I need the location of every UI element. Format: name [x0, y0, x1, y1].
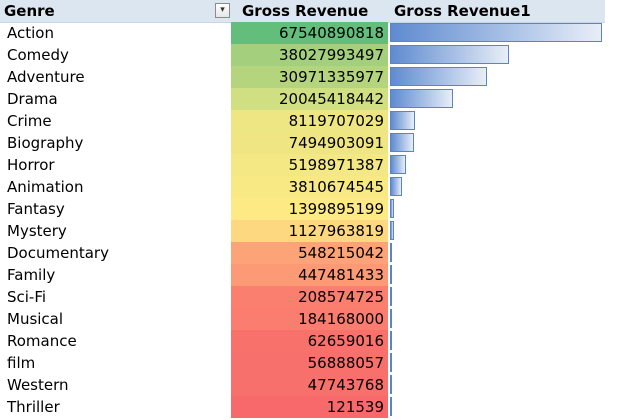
gross-revenue-cell[interactable]: 184168000	[231, 308, 388, 330]
genre-cell[interactable]: film	[7, 354, 36, 372]
data-bar	[390, 133, 414, 152]
gross-revenue-cell[interactable]: 67540890818	[231, 22, 388, 44]
gross-revenue-cell[interactable]: 20045418442	[231, 88, 388, 110]
genre-cell[interactable]: Biography	[7, 134, 84, 152]
gross-revenue-cell[interactable]: 208574725	[231, 286, 388, 308]
data-bar	[390, 45, 509, 64]
gross-revenue1-cell[interactable]	[388, 198, 605, 220]
table-row: Documentary 548215042	[0, 242, 605, 264]
genre-cell[interactable]: Western	[7, 376, 69, 394]
gross-revenue1-cell[interactable]	[388, 176, 605, 198]
data-bar	[390, 353, 392, 372]
data-bar	[390, 23, 602, 42]
data-bar	[390, 243, 392, 262]
data-bar	[390, 67, 487, 86]
gross-revenue1-cell[interactable]	[388, 110, 605, 132]
genre-cell[interactable]: Documentary	[7, 244, 109, 262]
gross-revenue-cell[interactable]: 5198971387	[231, 154, 388, 176]
data-bar	[390, 287, 392, 306]
gross-revenue-cell[interactable]: 30971335977	[231, 66, 388, 88]
gross-revenue1-cell[interactable]	[388, 22, 605, 44]
table-row: Family 447481433	[0, 264, 605, 286]
gross-revenue1-cell[interactable]	[388, 330, 605, 352]
genre-cell[interactable]: Sci-Fi	[7, 288, 47, 306]
gross-revenue1-cell[interactable]	[388, 374, 605, 396]
header-gross-revenue[interactable]: Gross Revenue	[242, 2, 369, 20]
gross-revenue-cell[interactable]: 121539	[231, 396, 388, 418]
data-bar	[390, 309, 392, 328]
gross-revenue1-cell[interactable]	[388, 264, 605, 286]
data-bar	[390, 331, 392, 350]
table-row: film 56888057	[0, 352, 605, 374]
genre-cell[interactable]: Crime	[7, 112, 52, 130]
header-gross-revenue1[interactable]: Gross Revenue1	[394, 2, 531, 20]
table-row: Sci-Fi 208574725	[0, 286, 605, 308]
genre-cell[interactable]: Mystery	[7, 222, 67, 240]
table-row: Western 47743768	[0, 374, 605, 396]
data-bar	[390, 375, 392, 394]
genre-cell[interactable]: Animation	[7, 178, 84, 196]
table-row: Romance 62659016	[0, 330, 605, 352]
filter-dropdown-icon[interactable]: ▾	[215, 3, 230, 18]
genre-cell[interactable]: Comedy	[7, 46, 69, 64]
genre-cell[interactable]: Musical	[7, 310, 64, 328]
gross-revenue1-cell[interactable]	[388, 352, 605, 374]
gross-revenue1-cell[interactable]	[388, 396, 605, 418]
gross-revenue1-cell[interactable]	[388, 66, 605, 88]
gross-revenue-cell[interactable]: 62659016	[231, 330, 388, 352]
table-row: Action 67540890818	[0, 22, 605, 44]
table-row: Thriller 121539	[0, 396, 605, 418]
genre-cell[interactable]: Action	[7, 24, 54, 42]
data-bar	[390, 397, 392, 416]
table-row: Comedy 38027993497	[0, 44, 605, 66]
data-bar	[390, 155, 406, 174]
data-bar	[390, 89, 453, 108]
table-row: Animation 3810674545	[0, 176, 605, 198]
genre-cell[interactable]: Fantasy	[7, 200, 65, 218]
gross-revenue-cell[interactable]: 548215042	[231, 242, 388, 264]
gross-revenue1-cell[interactable]	[388, 154, 605, 176]
table-body: Action 67540890818 Comedy 38027993497 Advent…	[0, 22, 605, 418]
data-bar	[390, 221, 394, 240]
table-row: Fantasy 1399895199	[0, 198, 605, 220]
table-row: Crime 8119707029	[0, 110, 605, 132]
gross-revenue-cell[interactable]: 56888057	[231, 352, 388, 374]
genre-cell[interactable]: Drama	[7, 90, 58, 108]
gross-revenue-cell[interactable]: 47743768	[231, 374, 388, 396]
genre-cell[interactable]: Horror	[7, 156, 55, 174]
gross-revenue-cell[interactable]: 8119707029	[231, 110, 388, 132]
gross-revenue-cell[interactable]: 1127963819	[231, 220, 388, 242]
header-genre[interactable]: Genre	[4, 2, 55, 20]
table-row: Mystery 1127963819	[0, 220, 605, 242]
gross-revenue1-cell[interactable]	[388, 220, 605, 242]
data-bar	[390, 265, 392, 284]
genre-cell[interactable]: Romance	[7, 332, 77, 350]
gross-revenue-cell[interactable]: 447481433	[231, 264, 388, 286]
gross-revenue1-cell[interactable]	[388, 286, 605, 308]
table-row: Horror 5198971387	[0, 154, 605, 176]
genre-cell[interactable]: Thriller	[7, 398, 60, 416]
header-row: Genre ▾ Gross Revenue Gross Revenue1	[0, 0, 605, 23]
gross-revenue-cell[interactable]: 3810674545	[231, 176, 388, 198]
gross-revenue1-cell[interactable]	[388, 44, 605, 66]
table-row: Drama 20045418442	[0, 88, 605, 110]
table-row: Adventure 30971335977	[0, 66, 605, 88]
data-bar	[390, 111, 415, 130]
data-bar	[390, 199, 394, 218]
table-row: Musical 184168000	[0, 308, 605, 330]
table-row: Biography 7494903091	[0, 132, 605, 154]
gross-revenue-cell[interactable]: 1399895199	[231, 198, 388, 220]
gross-revenue-cell[interactable]: 7494903091	[231, 132, 388, 154]
genre-cell[interactable]: Family	[7, 266, 56, 284]
gross-revenue1-cell[interactable]	[388, 308, 605, 330]
gross-revenue-cell[interactable]: 38027993497	[231, 44, 388, 66]
gross-revenue1-cell[interactable]	[388, 88, 605, 110]
gross-revenue1-cell[interactable]	[388, 242, 605, 264]
data-bar	[390, 177, 402, 196]
gross-revenue1-cell[interactable]	[388, 132, 605, 154]
genre-cell[interactable]: Adventure	[7, 68, 85, 86]
